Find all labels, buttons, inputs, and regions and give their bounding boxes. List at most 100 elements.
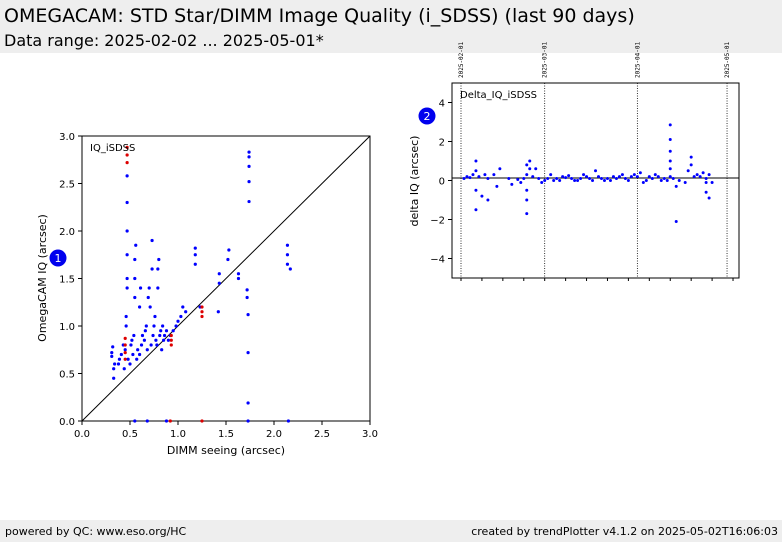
chart1-point-blue [164,419,169,423]
chart1-point-blue [158,333,162,338]
chart2-point-blue [704,190,708,194]
chart1-point-blue [152,324,156,328]
chart2-point-blue [597,175,601,179]
chart2-point-blue [525,188,529,192]
chart2-point-blue [573,179,577,182]
data-range-subtitle: Data range: 2025-02-02 ... 2025-05-01* [4,31,324,50]
chart1-xlabel: DIMM seeing (arcsec) [167,444,285,457]
chart2-point-blue [677,179,681,182]
chart2-point-blue [591,179,595,182]
chart2-badge [418,107,436,125]
chart1-point-blue [156,267,160,271]
chart1-point-blue [217,281,221,285]
chart2-label: Delta_IQ_iSDSS [460,90,537,101]
chart2-badge-number: 2 [424,110,431,123]
chart1-point-blue [142,338,146,342]
chart1-point-blue [117,357,122,361]
chart2-point-blue [668,138,672,142]
chart2-point-blue [707,173,711,177]
chart1-xtick-label: 2.5 [314,429,330,440]
chart1-point-blue [247,180,251,184]
chart1-point-blue [161,324,165,328]
chart2-point-blue [668,123,672,127]
chart2-point-blue [689,155,693,159]
chart1-point-blue [134,243,138,247]
chart2-point-blue [495,184,499,188]
chart2-point-blue [528,159,532,163]
chart2-point-blue [492,173,496,177]
chart2-point-blue [638,171,642,175]
chart1-point-red [125,145,129,149]
chart2-point-blue [576,179,580,182]
chart1-point-red [125,153,129,157]
chart1-point-blue [149,343,153,347]
chart2-point-blue [522,177,526,181]
chart2-point-blue [668,159,672,163]
chart1-point-blue [157,257,161,262]
chart1-point-blue [246,351,250,355]
chart2-ytick-label: 2 [439,138,445,149]
chart1-point-red [168,419,172,423]
chart2-point-blue [620,173,624,177]
chart2-point-blue [540,180,544,184]
chart1-point-blue [216,310,220,314]
chart1-point-blue [119,352,123,357]
chart2-point-blue [468,176,472,180]
chart2-point-blue [471,173,475,177]
chart1-point-red [125,161,129,165]
chart2-point-blue [599,177,603,181]
chart2-point-blue [617,175,621,179]
chart1-point-blue [112,367,116,371]
chart2-point-blue [662,177,666,181]
chart2-point-blue [686,169,690,173]
chart2-month-marker-label: 2025-03-01 [542,41,549,78]
chart1-point-red [169,333,173,338]
chart1-point-blue [176,319,180,323]
chart1-point-blue [148,305,152,309]
chart2-point-blue [474,169,478,173]
chart2-point-blue [710,180,714,184]
chart1-point-blue [164,329,169,333]
chart2-point-blue [632,173,636,177]
chart1-point-blue [193,262,197,266]
chart1-ticks: 0.0 0.5 1.0 1.5 2.0 2.5 3.0 0.0 0.5 1.0 1.5 2.0 2.5 3… [59,132,378,440]
chart1-point-blue [193,246,197,250]
chart2-point-blue [695,173,699,177]
chart1-diagonal-line [81,135,371,422]
chart1-point-blue [285,243,290,247]
chart2-point-blue [537,177,541,181]
chart1-point-blue [154,338,158,342]
chart1-point-blue [135,357,139,361]
chart1-point-blue [147,286,151,290]
chart2-point-blue [531,175,535,179]
header-bar: OMEGACAM: STD Star/DIMM Image Quality (i… [0,0,782,53]
chart1-point-blue [125,253,129,257]
chart2-point-blue [462,177,466,181]
chart1-point-blue [151,333,155,338]
chart2-point-blue [579,177,583,181]
chart2-point-blue [698,175,702,179]
chart1-point-blue [126,357,130,361]
chart1-point-blue [236,276,241,281]
chart2-point-blue [704,180,708,184]
chart2-point-blue [656,175,660,179]
iq-vs-dimm-chart: 0.0 0.5 1.0 1.5 2.0 2.5 3.0 0.0 0.5 1.0 1.5 2.0 2.5 3… [36,132,378,457]
chart2-point-blue [629,175,633,179]
chart1-point-blue [110,351,114,355]
chart2-ytick-label: 0 [439,177,445,188]
chart1-point-red [200,314,204,319]
chart1-point-blue [125,286,129,290]
chart2-point-blue [519,180,523,184]
chart2-point-blue [704,177,708,181]
chart2-point-blue [552,179,556,182]
footer-generator: created by trendPlotter v4.1.2 on 2025-0… [471,525,778,538]
chart1-point-blue [179,314,183,319]
chart1-point-blue [145,419,149,423]
chart2-point-blue [480,194,484,198]
chart2-point-blue [561,175,565,179]
chart1-point-blue [153,314,157,319]
chart1-point-blue [217,272,221,276]
chart2-point-blue [588,177,592,181]
chart1-ytick-label: 0.0 [59,417,75,428]
chart2-point-blue [525,173,529,177]
